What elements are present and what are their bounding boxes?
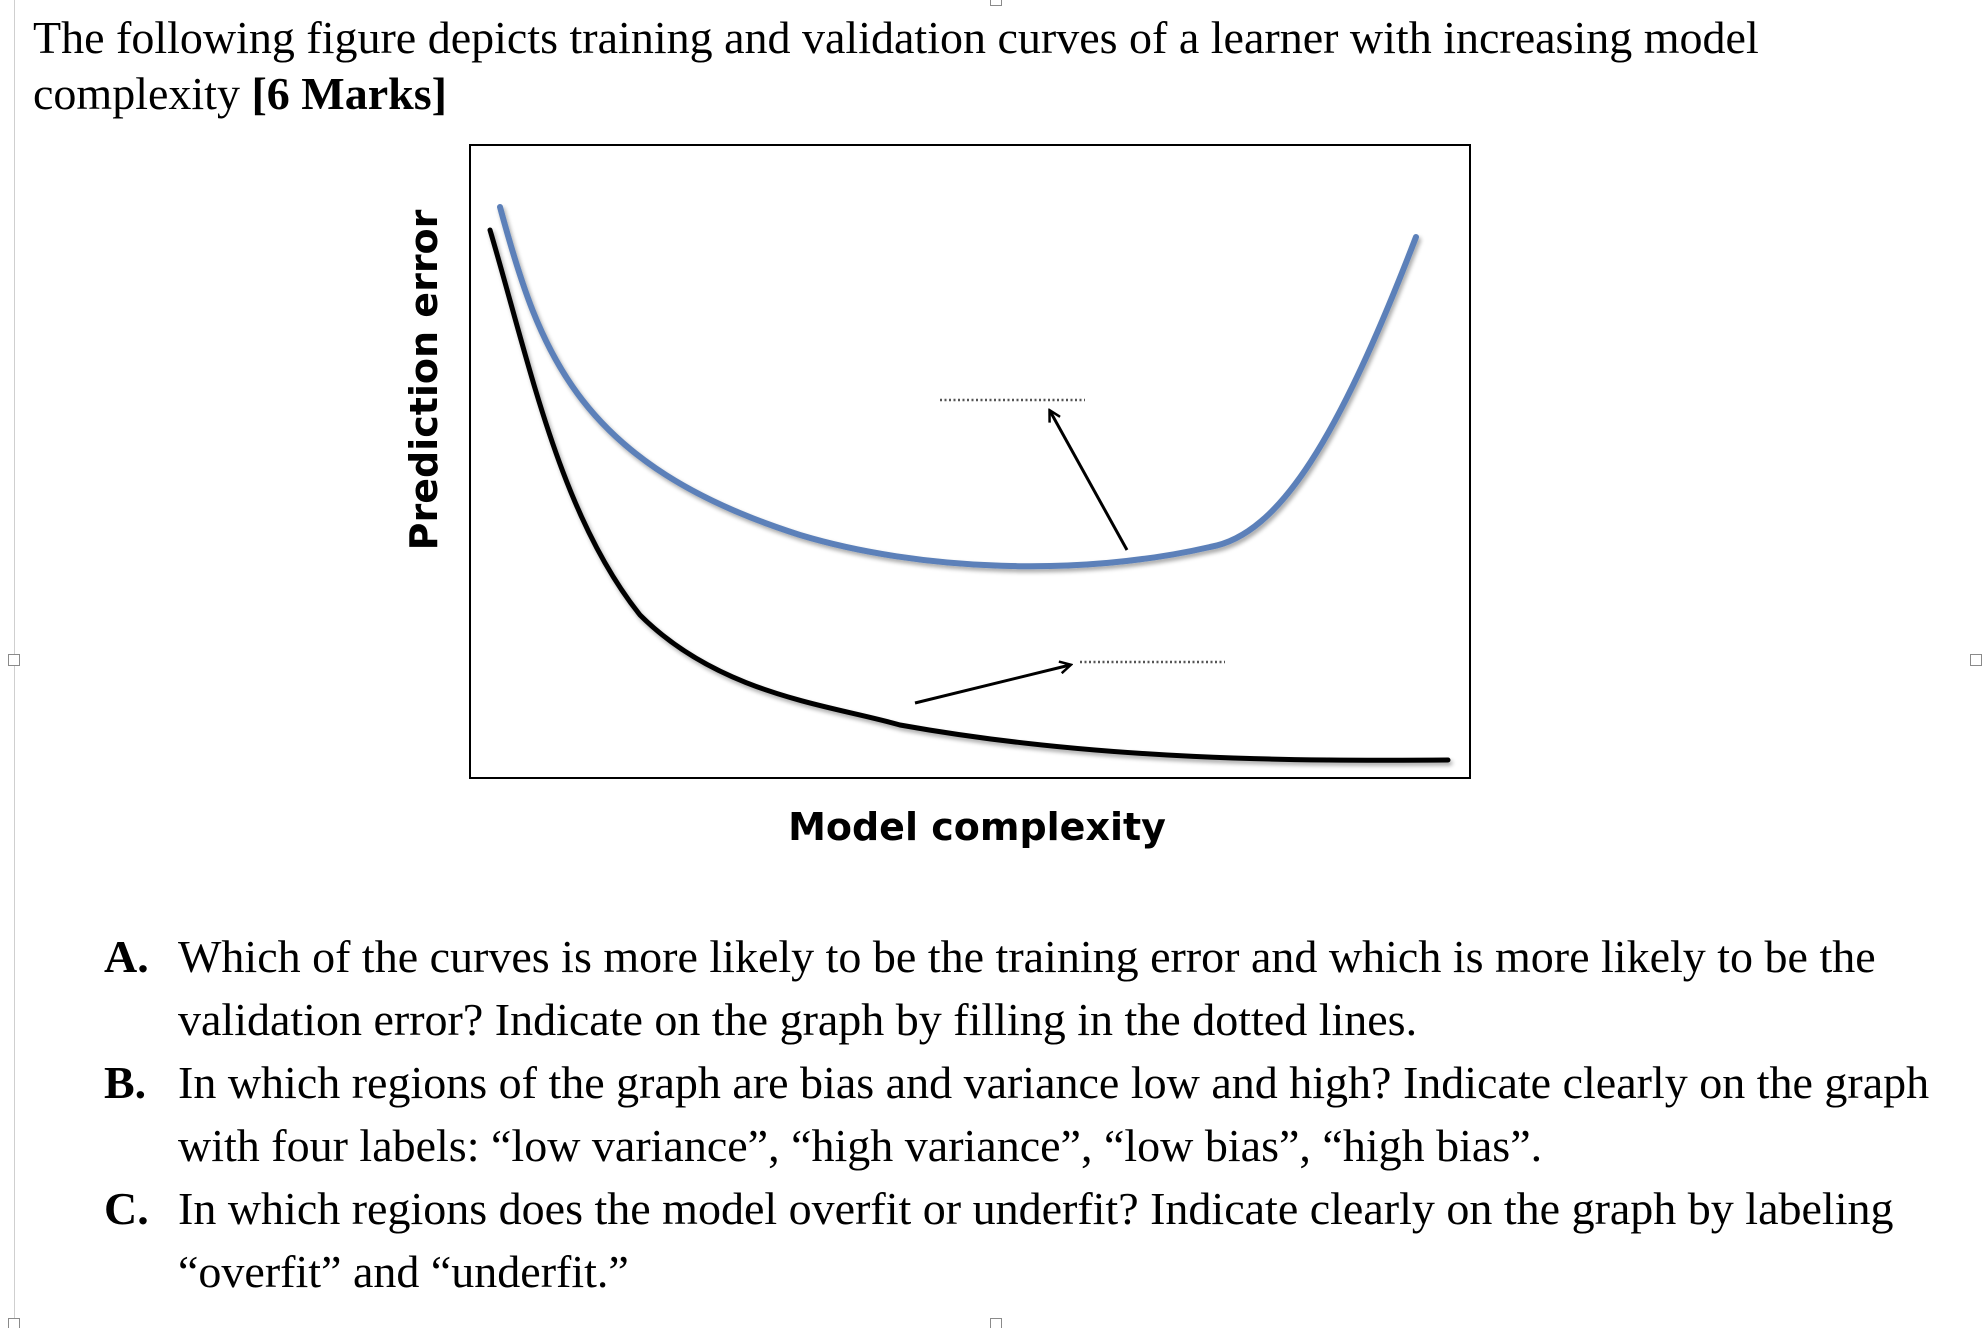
question-part-letter: B. [104,1057,147,1108]
arrow-to-upper-curve-label [1050,411,1129,551]
x-axis-label: Model complexity [788,805,1166,849]
question-part-b: B. In which regions of the graph are bia… [104,1051,1944,1177]
error-curves-figure: Prediction error Model complexity [402,144,1471,849]
question-part-letter: A. [104,931,149,982]
question-marks: [6 Marks] [251,68,447,119]
question-parts-list: A. Which of the curves is more likely to… [104,925,1944,1303]
resize-handle-right[interactable] [1970,654,1982,666]
question-intro: The following figure depicts training an… [33,10,1933,122]
question-part-text: In which regions of the graph are bias a… [178,1057,1930,1171]
question-part-letter: C. [104,1183,149,1234]
question-part-c: C. In which regions does the model overf… [104,1177,1944,1303]
resize-handle-top[interactable] [990,0,1002,6]
resize-handle-bottom-left[interactable] [8,1318,20,1328]
arrow-to-lower-curve-label [914,665,1070,705]
resize-handle-bottom[interactable] [990,1318,1002,1328]
resize-handle-left[interactable] [8,654,20,666]
question-part-text: Which of the curves is more likely to be… [178,931,1876,1045]
question-part-text: In which regions does the model overfit … [178,1183,1894,1297]
training-curve [487,227,1451,763]
plot-frame [469,144,1471,779]
validation-curve [497,204,1419,570]
y-axis-label: Prediction error [402,209,446,550]
question-part-a: A. Which of the curves is more likely to… [104,925,1944,1051]
question-intro-text: The following figure depicts training an… [33,12,1759,119]
